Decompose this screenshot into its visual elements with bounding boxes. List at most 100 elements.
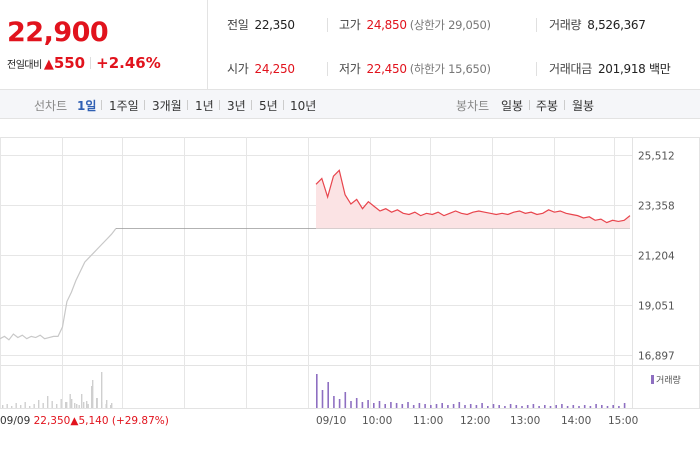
volume-bar (498, 405, 500, 408)
prev-day-change: 5,140 (78, 415, 109, 427)
period-5years[interactable]: 5년 (259, 99, 278, 113)
volume-bar (509, 404, 512, 408)
volume-bar (430, 405, 432, 408)
volume-bar (566, 406, 569, 408)
x-tick-label: 12:00 (460, 415, 490, 427)
volume-bar (373, 403, 375, 408)
volume-bar (350, 401, 352, 408)
stat-prev-close: 전일 22,350 (227, 16, 295, 33)
prev-volume-bar (51, 401, 53, 408)
volume-bar (418, 403, 421, 408)
chart-frame (0, 137, 700, 409)
period-1day[interactable]: 1일 (77, 99, 97, 113)
volume-bar (412, 405, 415, 408)
period-10years[interactable]: 10년 (290, 99, 317, 113)
divider (564, 100, 565, 110)
prev-volume-bar (69, 394, 71, 408)
volume-bar (452, 404, 455, 408)
divider (144, 100, 145, 110)
prev-volume-bar (33, 404, 35, 408)
current-price: 22,900 (7, 17, 109, 48)
divider (101, 100, 102, 110)
stat-open: 시가 24,250 (227, 60, 295, 77)
volume-bar (515, 405, 518, 408)
line-chart-label: 선차트 (34, 99, 68, 113)
volume-bar (367, 400, 369, 408)
divider (327, 18, 328, 32)
price-chart[interactable]: 25,512 23,358 21,204 19,051 16,897 09/10 10:00… (0, 119, 700, 450)
period-1year[interactable]: 1년 (195, 99, 214, 113)
volume-bar (355, 398, 358, 408)
period-3years[interactable]: 3년 (227, 99, 246, 113)
volume-bar (475, 405, 478, 408)
prev-volume-bar (29, 406, 31, 408)
stat-unit: 백만 (649, 62, 671, 76)
today-price-area (316, 170, 630, 229)
x-tick-label: 15:00 (608, 415, 638, 427)
prev-volume-bar (110, 405, 112, 408)
prev-volume-bar (6, 404, 8, 408)
prev-day-close: 22,350 (33, 415, 71, 427)
period-selector-bar: 선차트 1일 1주일 3개월 1년 3년 5년 10년 봉차트 일봉 주봉 월봉 (0, 90, 700, 119)
period-1week[interactable]: 1주일 (109, 99, 139, 113)
volume-bar (378, 401, 381, 408)
volume-bar (401, 404, 404, 408)
divider (187, 100, 188, 110)
y-tick-label: 19,051 (638, 301, 675, 313)
prev-volume-bar (42, 403, 44, 408)
prev-volume-bar (78, 405, 80, 408)
divider (536, 62, 537, 76)
prev-volume-bar (66, 402, 68, 408)
stat-label: 거래대금 (549, 62, 592, 76)
stat-label: 저가 (339, 62, 361, 76)
volume-bar (544, 405, 546, 408)
x-tick-label: 09/10 (316, 415, 346, 427)
price-change: 전일대비 ▲550 +2.46% (7, 54, 161, 72)
prev-volume-bar (92, 380, 94, 408)
prev-volume-bar (60, 399, 62, 408)
candle-monthly[interactable]: 월봉 (572, 99, 595, 113)
x-tick-label: 13:00 (510, 415, 540, 427)
prev-volume-bar (47, 396, 49, 408)
volume-bar (561, 404, 563, 408)
divider (529, 100, 530, 110)
volume-bar (578, 406, 580, 408)
y-tick-label: 25,512 (638, 151, 675, 163)
divider (327, 62, 328, 76)
volume-bar (435, 404, 438, 408)
candle-daily[interactable]: 일봉 (501, 99, 524, 113)
prev-volume-bar (24, 402, 26, 408)
prev-volume-bar (83, 402, 85, 408)
up-arrow-icon: ▲ (43, 57, 54, 72)
change-percent: +2.46% (96, 54, 161, 72)
limit-value: 29,050 (448, 18, 487, 32)
x-tick-label: 14:00 (561, 415, 591, 427)
stat-label: 고가 (339, 18, 361, 32)
period-3months[interactable]: 3개월 (152, 99, 182, 113)
volume-bar (316, 374, 318, 408)
volume-bar (612, 405, 614, 408)
prev-volume-bar (76, 404, 78, 408)
volume-bar (424, 404, 426, 408)
prev-day-change-pct: (+29.87%) (111, 415, 169, 427)
prev-volume-bar (106, 400, 108, 408)
stat-amount: 거래대금 201,918 백만 (549, 60, 671, 77)
volume-bar (481, 403, 483, 408)
volume-bar (390, 402, 392, 408)
volume-bar (441, 403, 443, 408)
prev-volume-bar (101, 372, 103, 408)
prev-volume-bar (65, 402, 67, 408)
volume-bar (492, 404, 495, 408)
volume-bar (572, 405, 575, 408)
divider (90, 57, 92, 69)
candle-weekly[interactable]: 주봉 (536, 99, 559, 113)
volume-bar (333, 396, 335, 408)
prev-day-price-line (0, 228, 117, 341)
divider (283, 100, 284, 110)
volume-bar (447, 405, 449, 408)
stat-value: 8,526,367 (587, 18, 646, 32)
volume-bar (521, 406, 523, 408)
prev-day-info: 09/09 22,350▲5,140 (+29.87%) (0, 415, 169, 427)
chart-canvas: 25,512 23,358 21,204 19,051 16,897 09/10 10:00… (0, 137, 700, 427)
stat-value: 24,250 (254, 62, 295, 76)
